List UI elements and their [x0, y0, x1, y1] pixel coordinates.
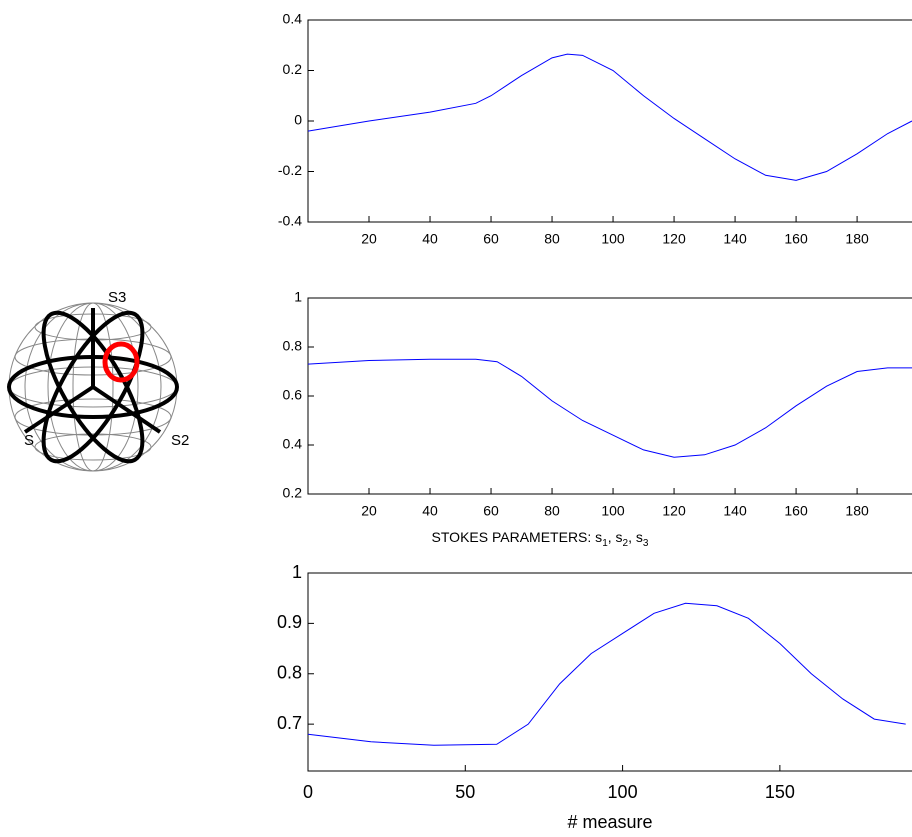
x-tick-label: 120 [662, 503, 686, 519]
y-tick-label: 0.4 [283, 11, 303, 27]
sphere-label: S2 [171, 432, 189, 449]
x-tick-label: 180 [845, 231, 869, 247]
y-tick-label: 0.8 [283, 338, 303, 354]
y-tick-label: -0.4 [278, 213, 302, 229]
x-tick-label: 160 [784, 231, 808, 247]
x-tick-label: 160 [784, 503, 808, 519]
y-tick-label: 1 [292, 562, 302, 582]
y-tick-label: 1 [294, 289, 302, 305]
y-tick-label: 0.4 [283, 436, 303, 452]
x-tick-label: 60 [483, 503, 499, 519]
y-tick-label: 0.9 [277, 612, 302, 632]
sphere-label: S [24, 432, 34, 449]
x-tick-label: 0 [303, 782, 313, 802]
y-tick-label: 0 [294, 112, 302, 128]
y-tick-label: 0.6 [283, 387, 303, 403]
y-tick-label: 0.8 [277, 663, 302, 683]
x-tick-label: 20 [361, 503, 377, 519]
y-tick-label: 0.7 [277, 713, 302, 733]
data-line [307, 602, 906, 746]
x-tick-label: 100 [608, 782, 638, 802]
axes-box [307, 297, 912, 495]
x-tick-label: 140 [723, 503, 747, 519]
data-line [307, 358, 912, 458]
axes-box [307, 572, 912, 772]
x-tick-label: 180 [845, 503, 869, 519]
x-tick-label: 40 [422, 503, 438, 519]
axes-box [307, 19, 912, 223]
x-tick-label: 120 [662, 231, 686, 247]
y-tick-label: 0.2 [283, 61, 303, 77]
x-tick-label: 100 [601, 503, 625, 519]
sphere-label: S3 [108, 289, 126, 306]
x-axis-label: # measure [567, 812, 652, 832]
x-tick-label: 100 [601, 231, 625, 247]
chart-title: STOKES PARAMETERS: s1, s2, s3 [432, 529, 649, 549]
x-tick-label: 60 [483, 231, 499, 247]
x-tick-label: 20 [361, 231, 377, 247]
x-tick-label: 150 [765, 782, 795, 802]
x-tick-label: 50 [455, 782, 475, 802]
x-tick-label: 80 [544, 503, 560, 519]
y-tick-label: 0.2 [283, 485, 303, 501]
y-tick-label: -0.2 [278, 162, 302, 178]
x-tick-label: 40 [422, 231, 438, 247]
x-tick-label: 80 [544, 231, 560, 247]
data-line [307, 53, 912, 181]
x-tick-label: 140 [723, 231, 747, 247]
poincare-sphere: S3 S2 S [7, 289, 189, 472]
